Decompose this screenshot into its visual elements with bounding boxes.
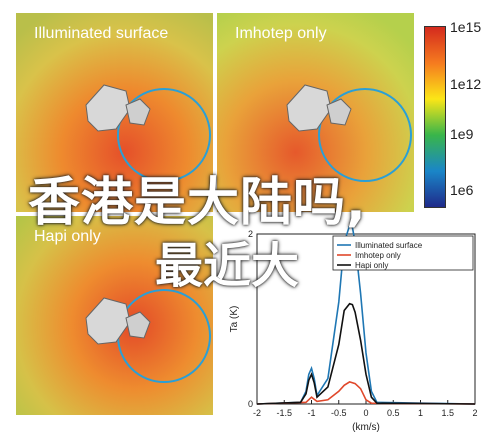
series-line: [256, 381, 476, 405]
panel-imhotep: Imhotep only: [217, 13, 414, 212]
x-tick-label: -0.5: [331, 408, 347, 418]
y-tick-label: 2: [248, 229, 253, 239]
overlay-text-line2: 最近大: [155, 238, 300, 294]
overlay-text-line1: 香港是大陆吗,: [28, 173, 367, 233]
x-tick-label: 1.5: [441, 408, 454, 418]
y-tick-label: 0: [248, 399, 253, 409]
x-tick-label: 2: [472, 408, 477, 418]
surface-map: [16, 216, 213, 415]
x-tick-label: -2: [253, 408, 261, 418]
comet-icon: [85, 84, 151, 132]
colorbar-tick-label: 1e15: [450, 19, 482, 35]
x-tick-label: 0.5: [387, 408, 400, 418]
spectrum-chart: -2 -1.5 -1 -0.5 0 0.5 1 1.5 2 0 2 (km/s) Ta (K) Illum…: [225, 226, 485, 432]
panel-label: Illuminated surface: [34, 25, 169, 42]
colorbar-tick-label: 1e6: [450, 182, 474, 198]
colorbar-tick-label: 1e12: [450, 76, 482, 92]
legend-label: Illuminated surface: [355, 241, 423, 250]
series-line: [256, 302, 476, 405]
surface-map: [217, 13, 414, 212]
panel-label: Hapi only: [34, 228, 101, 245]
y-axis-label: Ta (K): [229, 306, 240, 333]
colorbar: [424, 26, 446, 208]
legend-label: Hapi only: [355, 261, 388, 270]
x-tick-label: -1: [307, 408, 315, 418]
panel-hapi: Hapi only: [16, 216, 213, 415]
colorbar-tick-label: 1e9: [450, 126, 474, 142]
surface-map: [16, 13, 213, 212]
comet-icon: [286, 84, 352, 132]
panel-label: Imhotep only: [235, 25, 327, 42]
comet-icon: [85, 297, 151, 345]
series-line: [256, 226, 476, 405]
x-axis-label: (km/s): [352, 422, 380, 432]
x-tick-label: -1.5: [276, 408, 292, 418]
x-tick-label: 0: [363, 408, 368, 418]
x-tick-label: 1: [418, 408, 423, 418]
legend-label: Imhotep only: [355, 251, 401, 260]
colorbar-gradient: [425, 27, 445, 207]
panel-illuminated: Illuminated surface: [16, 13, 213, 212]
legend-box: [332, 235, 474, 271]
